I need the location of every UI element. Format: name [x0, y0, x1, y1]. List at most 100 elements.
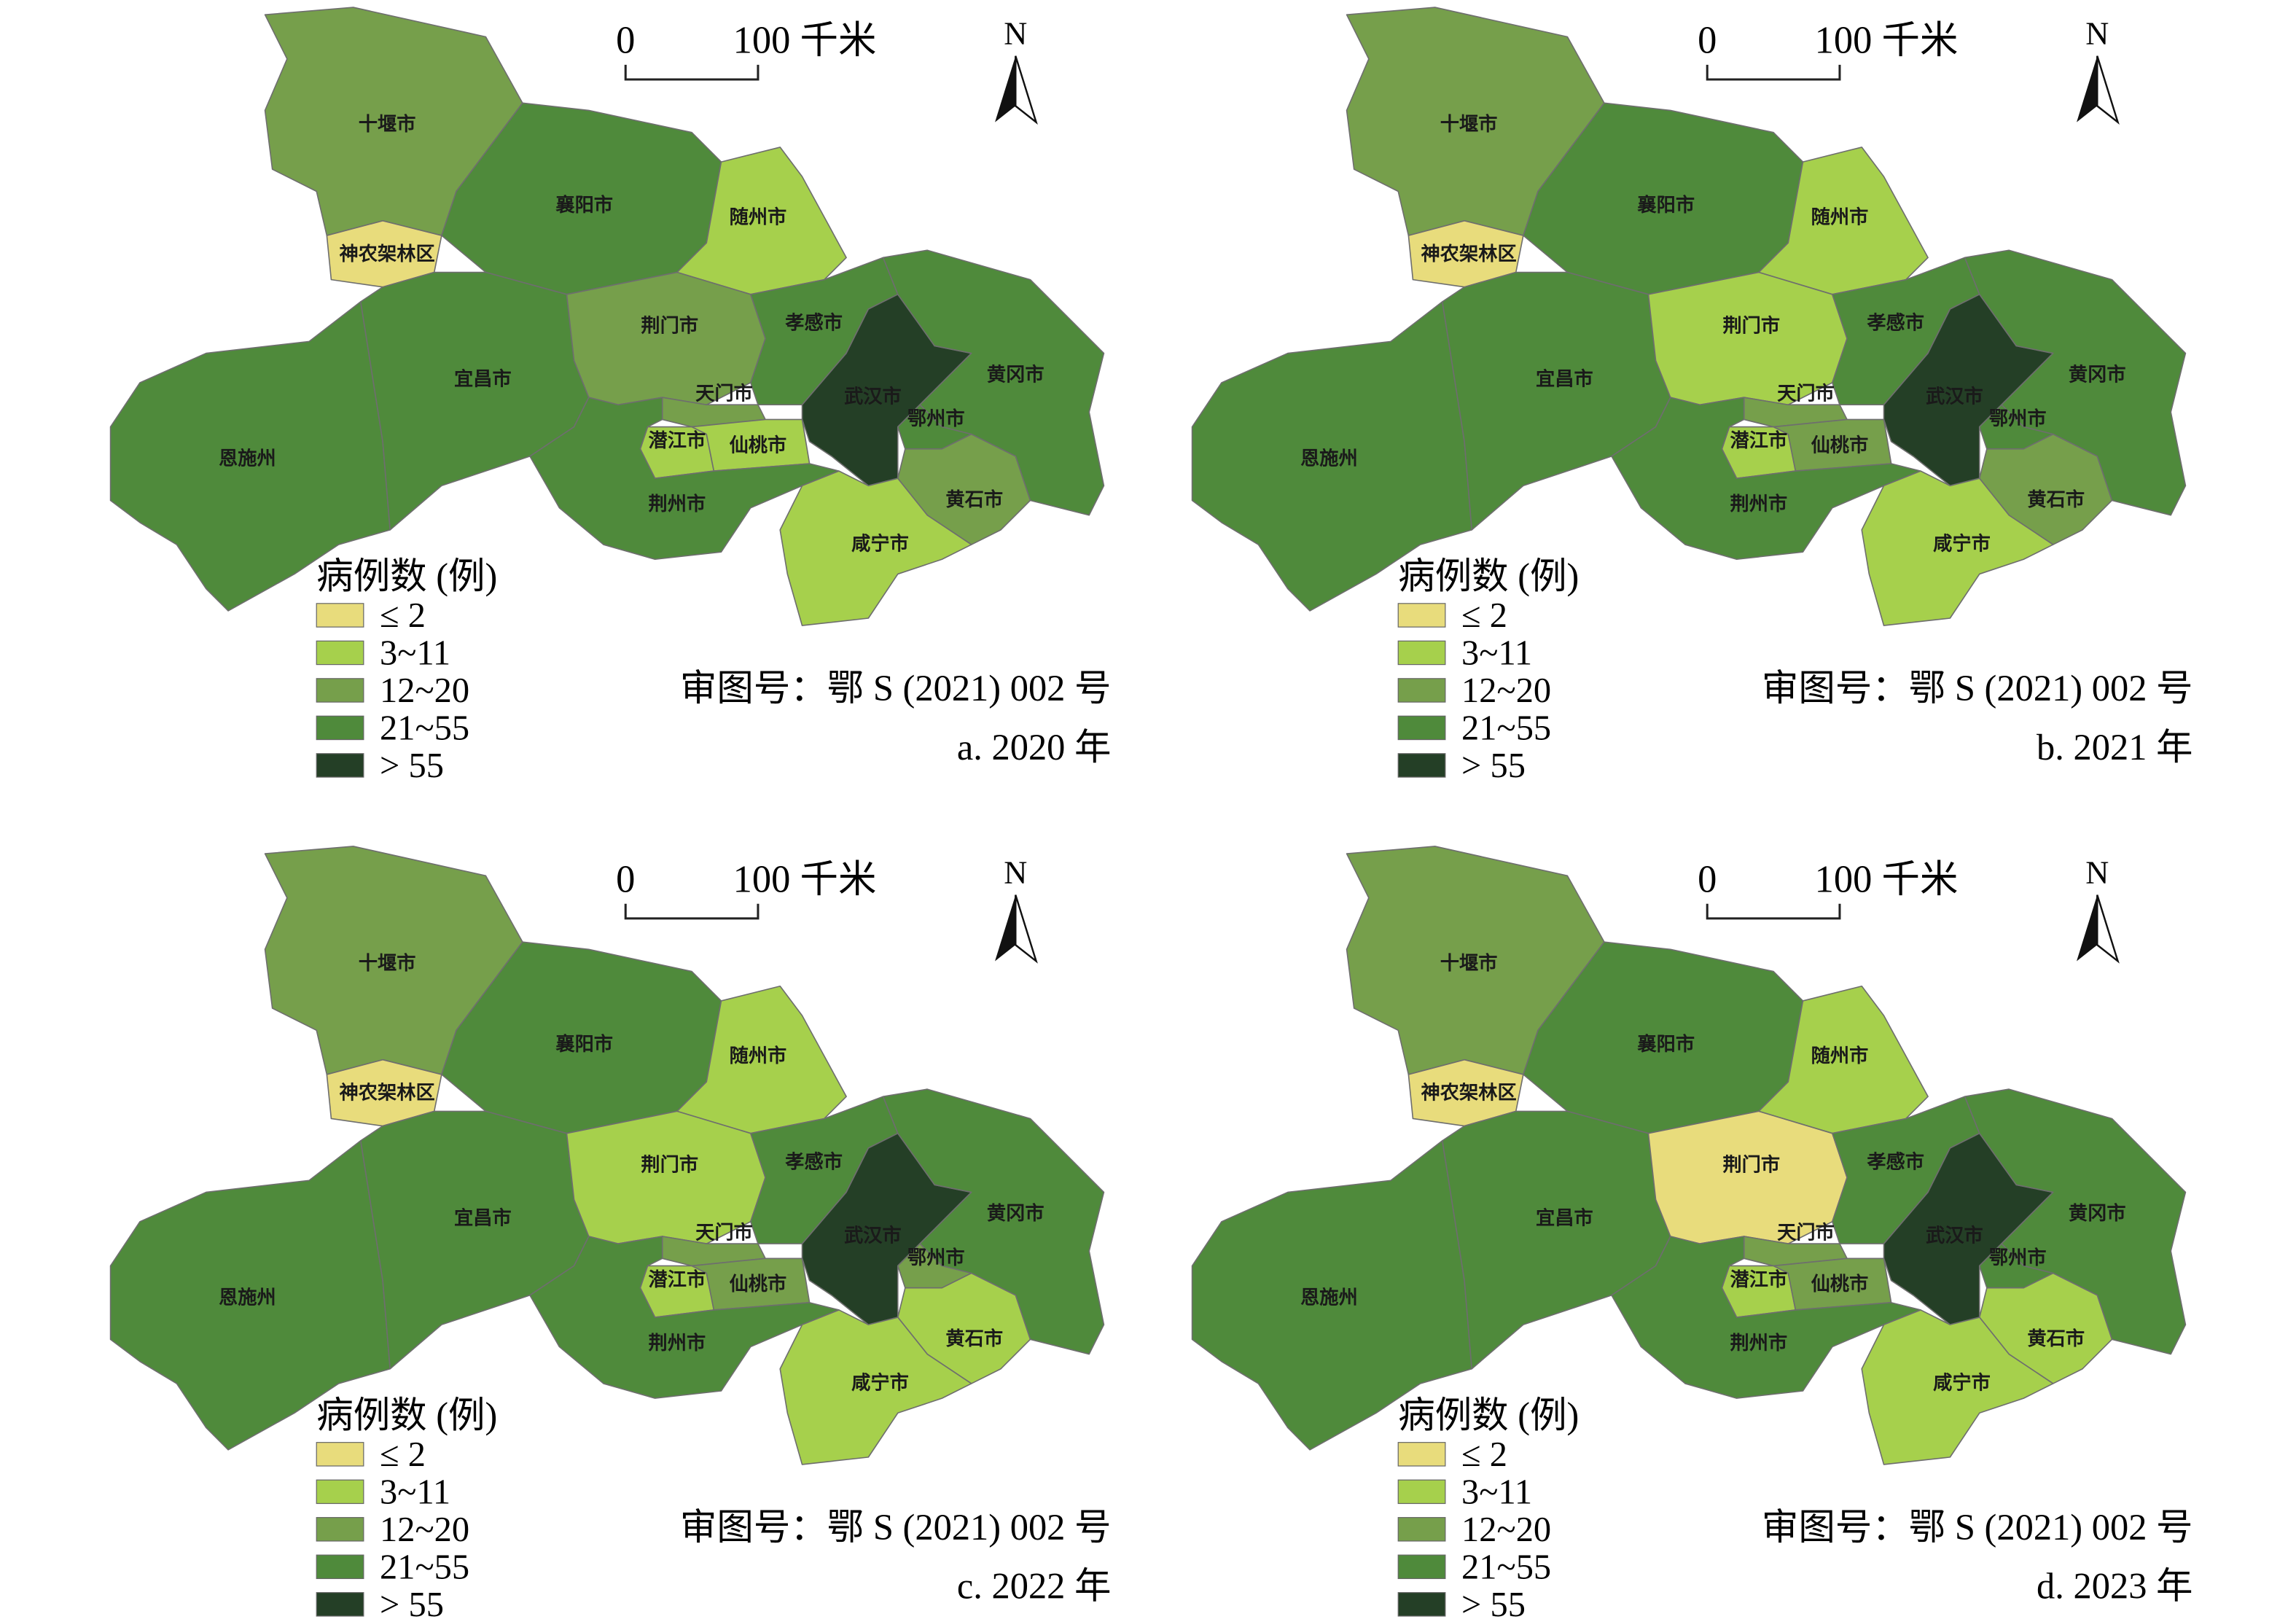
- region-label: 襄阳市: [1637, 194, 1695, 217]
- legend-label: 3~11: [1461, 634, 1532, 673]
- scale-bar: [1706, 903, 1841, 920]
- north-label: N: [2085, 854, 2109, 890]
- legend-swatch: [1397, 603, 1446, 628]
- legend-swatch: [1397, 1517, 1446, 1542]
- legend-label: 21~55: [1461, 1548, 1551, 1586]
- legend-swatch: [1397, 1442, 1446, 1467]
- legend-swatch: [316, 603, 364, 628]
- region-label: 襄阳市: [555, 194, 613, 217]
- legend-label: 21~55: [380, 1548, 469, 1586]
- region-label: 宜昌市: [1536, 1206, 1593, 1229]
- region: [1861, 1309, 2054, 1465]
- panel-caption: a. 2020 年: [957, 727, 1112, 768]
- region-label: 鄂州市: [907, 408, 965, 430]
- region: [779, 1309, 972, 1465]
- scale-start: 0: [616, 20, 635, 62]
- region-label: 仙桃市: [1811, 1273, 1869, 1295]
- region-label: 荆州市: [649, 1332, 706, 1354]
- region: [529, 1236, 840, 1399]
- region-label: 孝感市: [1867, 312, 1924, 335]
- region-label: 潜江市: [1730, 1268, 1788, 1291]
- region-label: 咸宁市: [1933, 1371, 1991, 1394]
- legend-swatch: [316, 1592, 364, 1617]
- legend-swatch: [1397, 1592, 1446, 1617]
- region-label: 武汉市: [844, 1225, 902, 1247]
- region-label: 荆门市: [1722, 315, 1780, 338]
- north-arrow-right: [2096, 894, 2120, 964]
- region-label: 十堰市: [359, 113, 416, 136]
- legend-label: 12~20: [380, 1510, 469, 1549]
- region-label: 黄石市: [2027, 488, 2085, 511]
- region-label: 黄石市: [945, 488, 1003, 511]
- region-label: 随州市: [1811, 1045, 1869, 1067]
- legend-label: 12~20: [1461, 1510, 1551, 1549]
- region-label: 武汉市: [844, 386, 902, 408]
- region-label: 潜江市: [649, 429, 706, 452]
- region-label: 宜昌市: [1536, 367, 1593, 390]
- legend-swatch: [1397, 1554, 1446, 1580]
- region-label: 潜江市: [1730, 429, 1788, 452]
- scale-end: 100 千米: [733, 859, 877, 901]
- region-label: 恩施州: [219, 447, 276, 469]
- legend-label: > 55: [380, 746, 444, 785]
- region-label: 荆门市: [641, 1154, 698, 1177]
- legend-swatch: [316, 753, 364, 778]
- region-label: 仙桃市: [1811, 434, 1869, 456]
- scale-start: 0: [616, 859, 635, 901]
- approval-number: 审图号：鄂 S (2021) 002 号: [680, 668, 1112, 709]
- scale-bar: [624, 64, 760, 81]
- legend-label: 21~55: [1461, 709, 1551, 748]
- legend-swatch: [316, 715, 364, 741]
- north-arrow-right: [1015, 894, 1038, 964]
- region: [529, 397, 840, 561]
- region-label: 宜昌市: [454, 367, 512, 390]
- approval-number: 审图号：鄂 S (2021) 002 号: [680, 1507, 1112, 1548]
- scale-start: 0: [1698, 20, 1717, 62]
- region-label: 武汉市: [1926, 1225, 1983, 1247]
- region-label: 神农架林区: [340, 1083, 435, 1104]
- region-label: 恩施州: [219, 1286, 276, 1309]
- region-label: 黄冈市: [987, 1202, 1044, 1225]
- north-arrow-left: [995, 55, 1016, 122]
- legend-swatch: [316, 678, 364, 703]
- approval-number: 审图号：鄂 S (2021) 002 号: [1762, 668, 2193, 709]
- north-label: N: [1004, 854, 1027, 890]
- legend-label: > 55: [1461, 1586, 1526, 1622]
- region: [1611, 1236, 1921, 1399]
- region-label: 咸宁市: [851, 1371, 909, 1394]
- approval-number: 审图号：鄂 S (2021) 002 号: [1762, 1507, 2193, 1548]
- region-label: 天门市: [695, 1221, 753, 1244]
- north-label: N: [2085, 15, 2109, 52]
- region-label: 荆州市: [649, 493, 706, 515]
- region-label: 神农架林区: [1421, 1083, 1517, 1104]
- scale-bar: [624, 903, 760, 920]
- legend-label: > 55: [380, 1586, 444, 1622]
- legend-label: ≤ 2: [380, 596, 426, 635]
- region-label: 襄阳市: [1637, 1033, 1695, 1056]
- scale-start: 0: [1698, 859, 1717, 901]
- region-label: 孝感市: [785, 312, 843, 335]
- legend-title: 病例数 (例): [316, 1395, 497, 1435]
- legend-label: ≤ 2: [380, 1435, 426, 1474]
- legend-swatch: [1397, 640, 1446, 666]
- region-label: 襄阳市: [555, 1033, 613, 1056]
- region-label: 鄂州市: [1989, 1247, 2047, 1269]
- region: [1611, 397, 1921, 561]
- north-arrow-right: [2096, 55, 2120, 125]
- panel-caption: d. 2023 年: [2037, 1566, 2193, 1607]
- legend-label: 3~11: [380, 1473, 450, 1511]
- legend-label: 12~20: [380, 671, 469, 710]
- legend-swatch: [316, 1442, 364, 1467]
- region: [1861, 470, 2054, 626]
- region-label: 十堰市: [359, 952, 416, 975]
- region-label: 宜昌市: [454, 1206, 512, 1229]
- region-label: 天门市: [1777, 383, 1835, 405]
- legend-label: > 55: [1461, 746, 1526, 785]
- region-label: 荆州市: [1730, 493, 1788, 515]
- region-label: 十堰市: [1440, 952, 1498, 975]
- region: [109, 1139, 391, 1451]
- region-label: 仙桃市: [730, 1273, 787, 1295]
